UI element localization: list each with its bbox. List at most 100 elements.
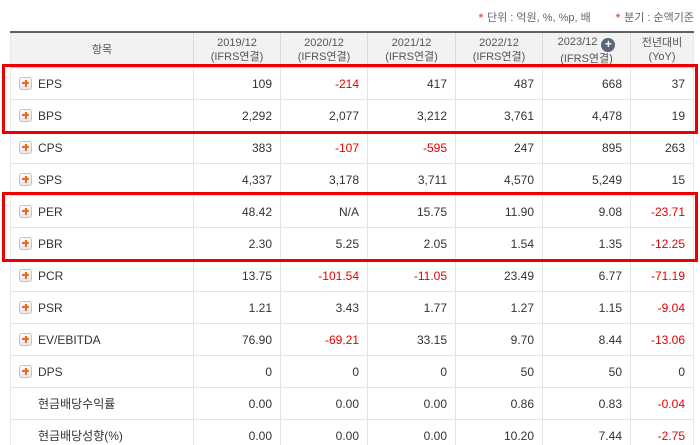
expand-row-icon[interactable] xyxy=(19,172,32,186)
basis-note-text: 분기 : 순액기준 xyxy=(624,12,694,24)
value-cell: -71.19 xyxy=(630,259,694,292)
value-cell: 50 xyxy=(455,355,543,388)
value-cell: 37 xyxy=(630,67,694,100)
row-label: SPS xyxy=(38,172,63,187)
table-row: PSR 1.21 3.43 1.77 1.27 1.15 -9.04 xyxy=(10,291,694,324)
value-cell: 15.75 xyxy=(367,195,456,228)
value-cell: 3,212 xyxy=(367,99,456,132)
note-asterisk: * xyxy=(615,12,621,24)
value-cell: 76.90 xyxy=(193,323,281,356)
add-column-icon[interactable]: + xyxy=(601,37,616,52)
value-cell: -2.75 xyxy=(630,419,694,445)
column-basis: (IFRS연결) xyxy=(297,51,351,63)
value-cell: -11.05 xyxy=(367,259,456,292)
column-basis: (IFRS연결) xyxy=(472,51,526,63)
value-cell: 4,337 xyxy=(193,163,281,196)
metrics-table-wrapper: 항목 2019/12 (IFRS연결) 2020/12 (IFRS연결) 2021/12… xyxy=(2,31,698,445)
row-label-cell: EV/EBITDA xyxy=(10,323,194,356)
value-cell: 0 xyxy=(367,355,456,388)
unit-note-text: 단위 : 억원, %, %p, 배 xyxy=(486,12,591,24)
value-cell: 33.15 xyxy=(367,323,456,356)
row-label-cell: 현금배당성향(%) xyxy=(10,419,194,445)
table-row: DPS 0 0 0 50 50 0 xyxy=(10,355,694,388)
value-cell: 11.90 xyxy=(455,195,543,228)
column-header: 2022/12 (IFRS연결) xyxy=(455,32,543,68)
value-cell: 0.00 xyxy=(193,419,281,445)
expand-row-icon[interactable] xyxy=(19,268,32,282)
value-cell: 109 xyxy=(193,67,281,100)
value-cell: 2,077 xyxy=(280,99,368,132)
value-cell: 6.77 xyxy=(542,259,631,292)
unit-note: * 단위 : 억원, %, %p, 배 xyxy=(479,12,591,24)
table-row: SPS 4,337 3,178 3,711 4,570 5,249 15 xyxy=(10,163,694,196)
value-cell: -214 xyxy=(280,67,368,100)
value-cell: 0 xyxy=(193,355,281,388)
value-cell: 0.00 xyxy=(367,387,456,420)
value-cell: -0.04 xyxy=(630,387,694,420)
column-header: 2019/12 (IFRS연결) xyxy=(193,32,281,68)
value-cell: 668 xyxy=(542,67,631,100)
value-cell: 4,478 xyxy=(542,99,631,132)
row-label-cell: PER xyxy=(10,195,194,228)
column-year: 2023/12 + xyxy=(543,35,630,52)
table-row: 현금배당수익률 0.00 0.00 0.00 0.86 0.83 -0.04 xyxy=(10,387,694,420)
column-basis: (YoY) xyxy=(648,51,676,63)
column-year: 전년대비 xyxy=(641,37,683,49)
value-cell: 895 xyxy=(542,131,631,164)
value-cell: 1.54 xyxy=(455,227,543,260)
value-cell: 487 xyxy=(455,67,543,100)
column-year: 2019/12 xyxy=(217,37,257,49)
row-label: PCR xyxy=(38,268,64,283)
row-label-cell: 현금배당수익률 xyxy=(10,387,194,420)
expand-row-icon[interactable] xyxy=(19,236,32,250)
row-label: 현금배당성향(%) xyxy=(38,429,123,443)
value-cell: 15 xyxy=(630,163,694,196)
column-header: 2023/12 + (IFRS연결) xyxy=(542,32,631,68)
value-cell: N/A xyxy=(280,195,368,228)
expand-row-icon[interactable] xyxy=(19,140,32,154)
value-cell: 0 xyxy=(630,355,694,388)
value-cell: 383 xyxy=(193,131,281,164)
column-year: 2020/12 xyxy=(304,37,344,49)
expand-row-icon[interactable] xyxy=(19,108,32,122)
value-cell: 1.35 xyxy=(542,227,631,260)
row-label: BPS xyxy=(38,108,63,123)
value-cell: 1.27 xyxy=(455,291,543,324)
value-cell: 48.42 xyxy=(193,195,281,228)
row-label: EPS xyxy=(38,76,63,91)
value-cell: 13.75 xyxy=(193,259,281,292)
row-label: DPS xyxy=(38,364,63,379)
item-column-header: 항목 xyxy=(10,32,194,68)
value-cell: 0.83 xyxy=(542,387,631,420)
value-cell: -9.04 xyxy=(630,291,694,324)
table-row: CPS 383 -107 -595 247 895 263 xyxy=(10,131,694,164)
row-label-cell: PBR xyxy=(10,227,194,260)
value-cell: 19 xyxy=(630,99,694,132)
value-cell: 0 xyxy=(280,355,368,388)
value-cell: 0.00 xyxy=(193,387,281,420)
expand-row-icon[interactable] xyxy=(19,300,32,314)
row-label-cell: BPS xyxy=(10,99,194,132)
value-cell: -12.25 xyxy=(630,227,694,260)
basis-note: * 분기 : 순액기준 xyxy=(616,12,694,24)
expand-row-icon[interactable] xyxy=(19,76,32,90)
expand-row-icon[interactable] xyxy=(19,364,32,378)
value-cell: 0.86 xyxy=(455,387,543,420)
row-label-cell: CPS xyxy=(10,131,194,164)
table-row: 현금배당성향(%) 0.00 0.00 0.00 10.20 7.44 -2.75 xyxy=(10,419,694,445)
expand-row-icon[interactable] xyxy=(19,332,32,346)
value-cell: 1.77 xyxy=(367,291,456,324)
row-label: PBR xyxy=(38,236,63,251)
row-label: PER xyxy=(38,204,63,219)
value-cell: 3.43 xyxy=(280,291,368,324)
value-cell: -69.21 xyxy=(280,323,368,356)
expand-row-icon[interactable] xyxy=(19,204,32,218)
table-row: PBR 2.30 5.25 2.05 1.54 1.35 -12.25 xyxy=(10,227,694,260)
value-cell: 3,711 xyxy=(367,163,456,196)
value-cell: 5.25 xyxy=(280,227,368,260)
table-notes: * 단위 : 억원, %, %p, 배 * 분기 : 순액기준 xyxy=(457,9,694,25)
value-cell: 9.08 xyxy=(542,195,631,228)
value-cell: 23.49 xyxy=(455,259,543,292)
column-basis: (IFRS연결) xyxy=(210,51,264,63)
